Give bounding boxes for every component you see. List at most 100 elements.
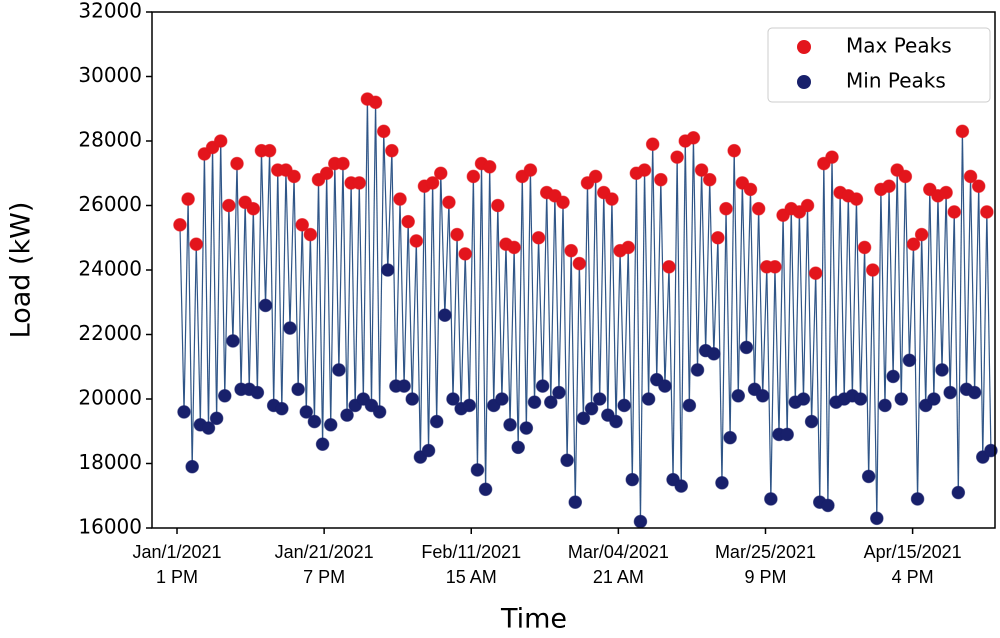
marker [307, 414, 322, 429]
marker [572, 256, 587, 271]
load-line [680, 140, 686, 487]
load-line [403, 221, 409, 387]
load-line [277, 170, 283, 409]
x-axis-label: Time [500, 604, 567, 635]
plot-frame [151, 11, 996, 529]
load-line [969, 176, 976, 393]
marker [482, 160, 497, 174]
load-line [513, 247, 519, 448]
load-line [220, 140, 226, 396]
load-line [692, 137, 699, 370]
load-line [937, 195, 943, 370]
marker [914, 227, 929, 242]
marker [808, 266, 823, 281]
marker [393, 192, 407, 206]
marker [702, 172, 717, 187]
marker [213, 134, 228, 148]
marker [222, 198, 236, 213]
x-tick-label: Feb/11/2021 [421, 542, 521, 562]
load-line [664, 266, 670, 387]
load-line [815, 273, 821, 503]
load-line [460, 253, 466, 409]
load-line [358, 182, 364, 400]
load-line [884, 186, 890, 406]
load-line [847, 195, 853, 396]
marker [853, 392, 868, 406]
marker [201, 421, 216, 435]
marker [723, 430, 737, 445]
y-tick-label: 24000 [78, 257, 142, 281]
y-tick-label: 30000 [78, 63, 142, 87]
marker [543, 395, 558, 410]
load-line [696, 170, 703, 370]
marker [511, 440, 525, 455]
x-tick-label: 15 AM [446, 567, 497, 587]
x-tick-label: Apr/15/2021 [864, 542, 962, 562]
load-line [489, 166, 495, 406]
marker [230, 156, 244, 171]
load-line [301, 224, 307, 412]
load-line [256, 150, 263, 393]
marker [458, 247, 473, 261]
marker [804, 414, 819, 429]
marker [478, 482, 493, 497]
load-line [566, 250, 572, 461]
marker [336, 156, 350, 171]
load-line [619, 250, 625, 406]
legend-marker [797, 75, 811, 89]
marker [870, 511, 884, 526]
load-line [244, 202, 250, 390]
y-tick-label: 22000 [78, 321, 142, 345]
load-line [668, 266, 674, 480]
marker [633, 514, 648, 529]
load-line [700, 170, 707, 351]
marker [442, 195, 456, 210]
load-line [289, 176, 295, 329]
load-line [228, 205, 234, 341]
marker [409, 234, 424, 248]
load-line [798, 211, 805, 400]
x-tick-label: 7 PM [303, 567, 345, 587]
load-line [912, 244, 919, 499]
load-line [778, 215, 784, 435]
load-line [260, 150, 267, 306]
load-line [974, 186, 980, 393]
marker [576, 411, 591, 426]
load-line [941, 192, 947, 370]
marker [438, 308, 452, 322]
load-line [607, 199, 613, 416]
load-line [725, 208, 731, 438]
marker [495, 392, 509, 406]
load-line [273, 170, 279, 406]
marker [299, 405, 314, 419]
marker [287, 169, 301, 184]
marker [690, 363, 705, 377]
marker [173, 218, 187, 232]
load-line [595, 176, 601, 400]
marker [491, 198, 505, 213]
load-line [652, 144, 658, 380]
legend-box [767, 27, 991, 103]
load-line [370, 102, 377, 406]
marker [951, 485, 966, 500]
load-line [741, 182, 748, 348]
marker [682, 398, 697, 413]
marker [947, 205, 962, 219]
marker [935, 363, 949, 377]
marker [433, 166, 448, 181]
load-line [929, 189, 935, 400]
load-line [880, 189, 886, 406]
load-line [599, 192, 605, 400]
marker [592, 392, 607, 406]
load-line [281, 170, 287, 409]
marker [177, 405, 191, 419]
load-line [411, 240, 417, 400]
load-line [285, 170, 291, 329]
marker [800, 198, 815, 213]
marker [849, 192, 864, 206]
x-tick-label: Jan/1/2021 [132, 542, 221, 562]
y-tick-label: 32000 [78, 0, 142, 23]
marker [332, 363, 346, 377]
marker [466, 169, 481, 184]
marker [755, 388, 770, 403]
